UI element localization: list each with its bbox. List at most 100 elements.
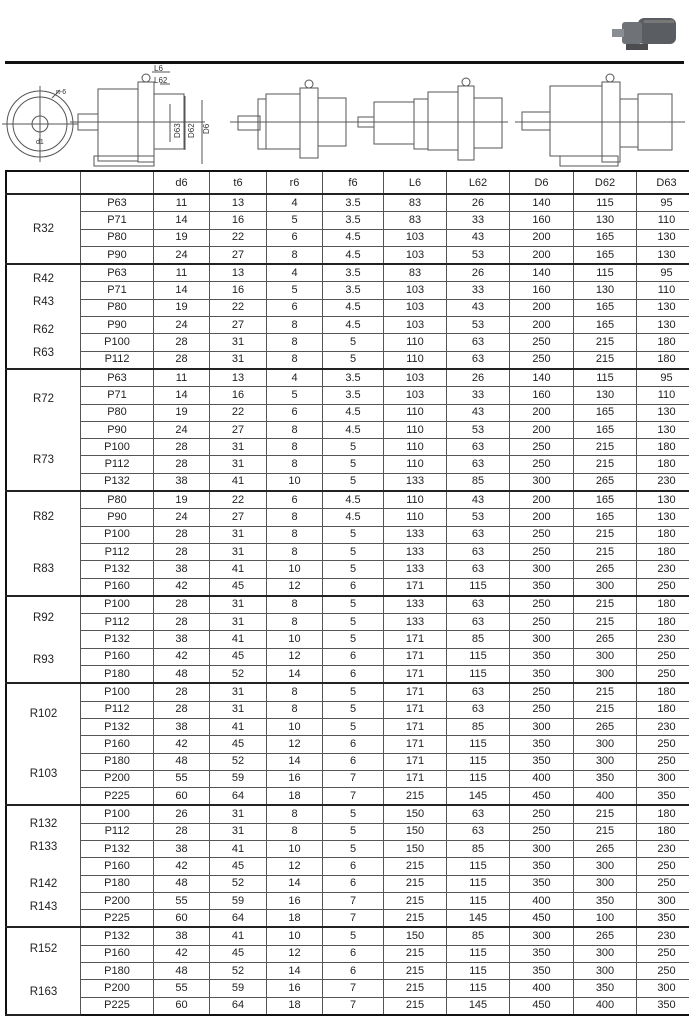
- dimension-cell: 5: [323, 805, 384, 823]
- dimension-cell: 200: [510, 509, 574, 526]
- dimension-cell: 103: [384, 229, 447, 246]
- dimension-cell: 95: [637, 369, 689, 387]
- column-header: [6, 171, 81, 194]
- dimension-cell: 350: [510, 945, 574, 962]
- dimension-cell: 14: [154, 387, 210, 404]
- dimension-cell: 4: [267, 264, 323, 282]
- dimension-cell: 42: [154, 945, 210, 962]
- gearbox-drawing-4: [515, 74, 685, 166]
- d6-label: D6: [202, 123, 211, 134]
- l6-label: L6: [154, 64, 163, 73]
- dimension-cell: 180: [637, 683, 689, 701]
- dimension-cell: 110: [384, 351, 447, 369]
- dimension-cell: 63: [447, 683, 510, 701]
- dimension-cell: 95: [637, 194, 689, 212]
- model-label: R32: [33, 222, 54, 237]
- dimension-cell: 133: [384, 561, 447, 578]
- dimension-cell: 215: [574, 823, 637, 840]
- dimension-cell: 19: [154, 491, 210, 509]
- dimension-cell: 6: [323, 875, 384, 892]
- dimension-cell: 103: [384, 246, 447, 264]
- dimension-cell: 165: [574, 404, 637, 421]
- dimension-cell: 250: [510, 683, 574, 701]
- dimension-cell: 200: [510, 229, 574, 246]
- dimension-cell: 300: [574, 875, 637, 892]
- dimension-cell: 6: [267, 491, 323, 509]
- dimension-cell: 28: [154, 526, 210, 543]
- dimension-cell: 64: [210, 997, 267, 1015]
- dimension-cell: 110: [384, 421, 447, 438]
- model-label-cluster: R93: [33, 653, 54, 668]
- dimension-cell: 171: [384, 631, 447, 648]
- dimension-cell: 59: [210, 770, 267, 787]
- dimension-cell: 150: [384, 927, 447, 945]
- model-label: R43: [33, 295, 54, 310]
- dimension-cell: 28: [154, 439, 210, 456]
- dimension-cell: 7: [323, 910, 384, 928]
- column-header: t6: [210, 171, 267, 194]
- dimension-cell: 140: [510, 194, 574, 212]
- dimension-cell: 250: [510, 614, 574, 631]
- dimension-cell: 24: [154, 509, 210, 526]
- dimension-cell: 115: [447, 892, 510, 909]
- dimension-cell: 14: [267, 963, 323, 980]
- dimension-cell: 350: [510, 648, 574, 665]
- dimension-cell: 250: [637, 963, 689, 980]
- dimension-cell: 24: [154, 246, 210, 264]
- dimension-cell: 133: [384, 473, 447, 491]
- motor-frame-cell: P112: [81, 823, 154, 840]
- dimension-cell: 43: [447, 229, 510, 246]
- dimension-cell: 215: [574, 456, 637, 473]
- dimension-cell: 31: [210, 543, 267, 560]
- dimension-cell: 8: [267, 526, 323, 543]
- dimension-cell: 6: [323, 666, 384, 684]
- motor-frame-cell: P160: [81, 648, 154, 665]
- dimension-cell: 31: [210, 351, 267, 369]
- dimension-cell: 41: [210, 473, 267, 491]
- dimension-cell: 130: [574, 282, 637, 299]
- dimension-cell: 28: [154, 596, 210, 614]
- dimension-cell: 8: [267, 596, 323, 614]
- dimension-cell: 450: [510, 910, 574, 928]
- dimension-cell: 250: [510, 456, 574, 473]
- dimension-cell: 11: [154, 194, 210, 212]
- dimension-cell: 400: [510, 980, 574, 997]
- dimension-cell: 110: [384, 491, 447, 509]
- motor-frame-cell: P160: [81, 578, 154, 596]
- motor-frame-cell: P80: [81, 491, 154, 509]
- dimension-cell: 3.5: [323, 194, 384, 212]
- dimension-cell: 43: [447, 404, 510, 421]
- dimension-cell: 5: [323, 840, 384, 857]
- dimension-cell: 10: [267, 473, 323, 491]
- dimension-cell: 6: [323, 858, 384, 875]
- dimension-cell: 53: [447, 246, 510, 264]
- dimension-cell: 83: [384, 212, 447, 229]
- dimension-cell: 400: [510, 770, 574, 787]
- dimension-cell: 13: [210, 264, 267, 282]
- dimension-cell: 52: [210, 753, 267, 770]
- dimension-cell: 230: [637, 718, 689, 735]
- dimension-cell: 28: [154, 614, 210, 631]
- dimension-cell: 215: [574, 351, 637, 369]
- dimension-cell: 4: [267, 194, 323, 212]
- dimension-cell: 8: [267, 246, 323, 264]
- dimension-cell: 130: [637, 246, 689, 264]
- dimension-cell: 103: [384, 369, 447, 387]
- dimension-cell: 27: [210, 246, 267, 264]
- motor-frame-cell: P132: [81, 561, 154, 578]
- dimension-cell: 215: [384, 875, 447, 892]
- dimension-cell: 38: [154, 631, 210, 648]
- dimension-cell: 63: [447, 543, 510, 560]
- dimension-cell: 110: [384, 404, 447, 421]
- dimension-cell: 63: [447, 334, 510, 351]
